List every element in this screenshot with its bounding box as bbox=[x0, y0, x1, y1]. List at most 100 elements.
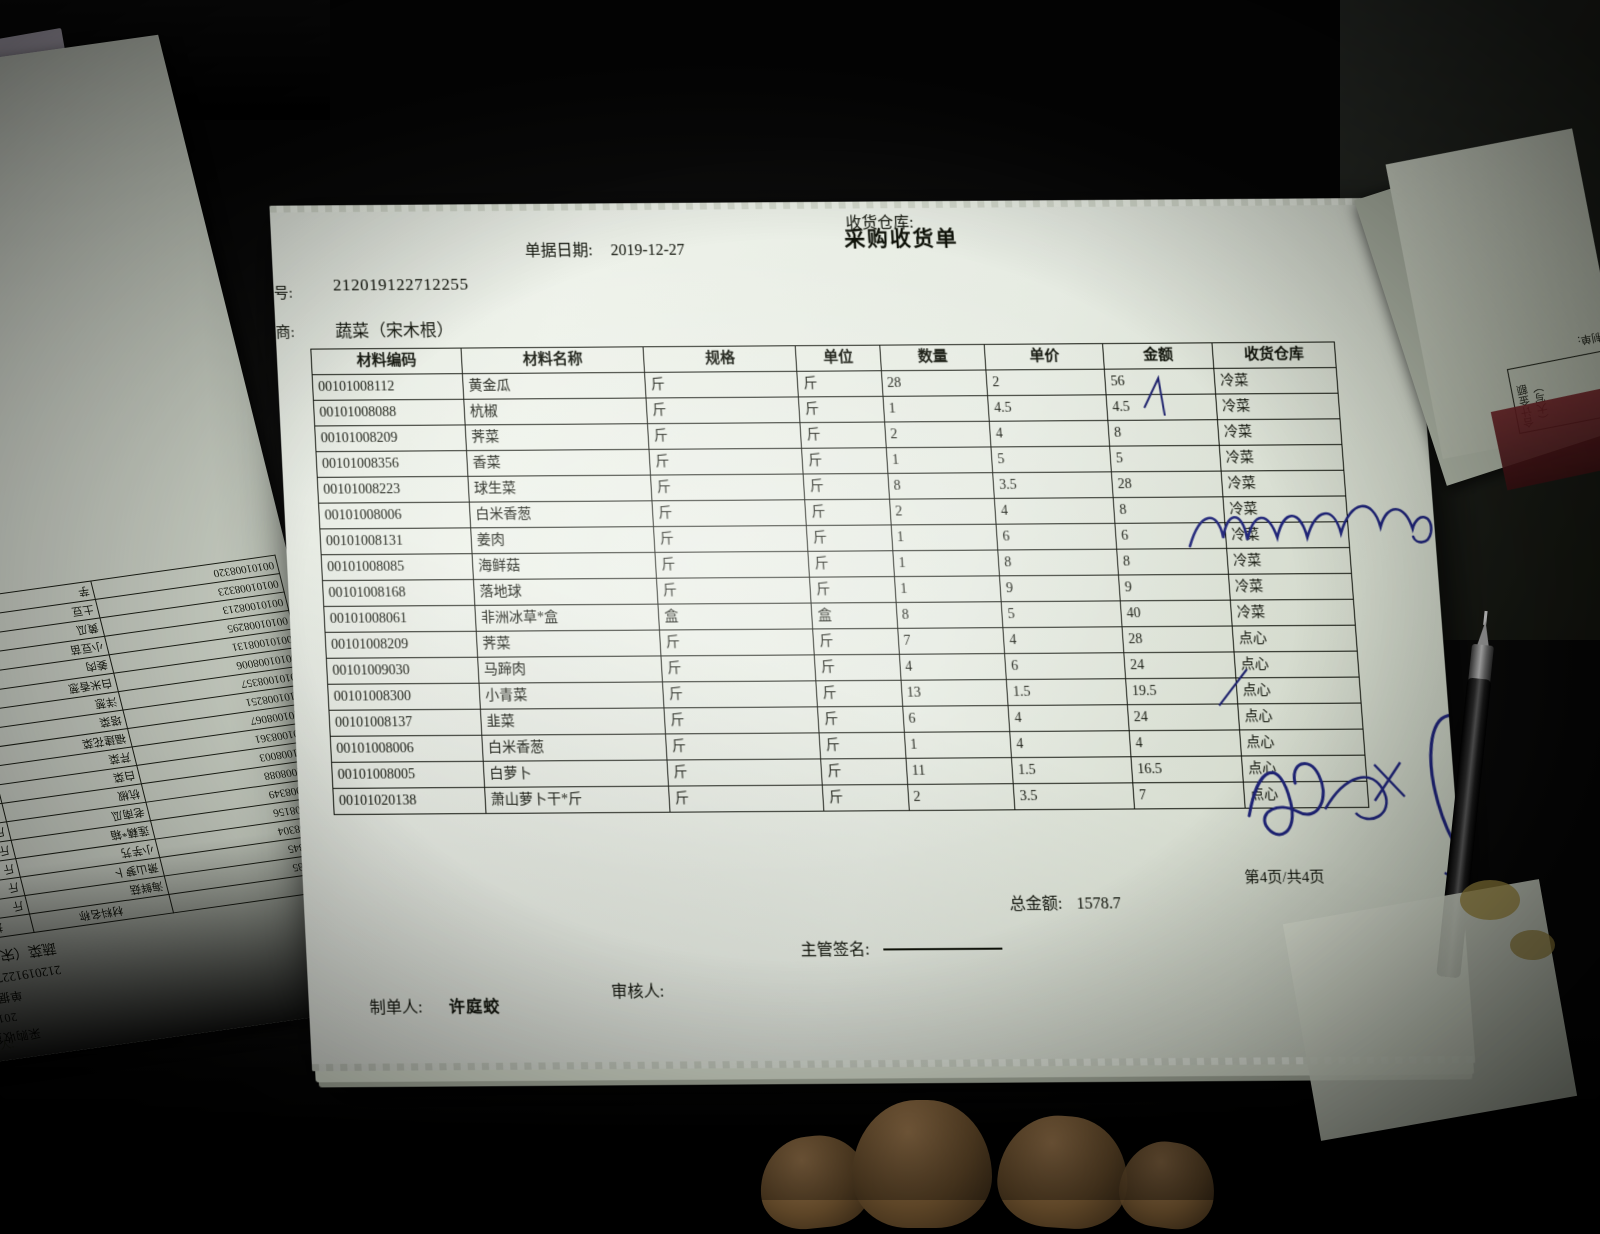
cell-code: 00101008006 bbox=[318, 502, 471, 529]
column-header-price: 单价 bbox=[984, 343, 1105, 370]
cell-amount: 6 bbox=[1114, 522, 1227, 550]
cell-warehouse: 冷菜 bbox=[1223, 495, 1348, 523]
finger-3 bbox=[994, 1111, 1132, 1233]
cell-qty: 2 bbox=[884, 421, 992, 448]
cell-name: 白萝卜 bbox=[483, 759, 669, 788]
column-header-warehouse: 收货仓库 bbox=[1212, 341, 1337, 369]
cell-name: 韭菜 bbox=[480, 707, 666, 736]
right-debris-1 bbox=[1460, 880, 1520, 920]
cell-unit: 斤 bbox=[816, 680, 903, 707]
cell-amount: 5 bbox=[1109, 445, 1222, 472]
cell-warehouse: 冷菜 bbox=[1215, 393, 1341, 420]
cell-code: 00101008300 bbox=[327, 683, 481, 711]
supplier-label: 商: bbox=[275, 325, 296, 341]
checker-field[interactable]: 审核人: bbox=[610, 977, 665, 1002]
column-header-spec: 规格 bbox=[643, 345, 798, 373]
cell-warehouse: 冷菜 bbox=[1217, 418, 1342, 446]
cell-price: 4 bbox=[989, 420, 1110, 447]
column-header-amount: 金额 bbox=[1102, 342, 1214, 370]
cell-name: 球生菜 bbox=[467, 475, 653, 503]
cell-amount: 7 bbox=[1132, 782, 1246, 809]
supervisor-signature-line bbox=[883, 947, 1003, 951]
checker-label: 审核人: bbox=[610, 983, 665, 1002]
right-white-paper bbox=[1282, 879, 1578, 1141]
cell-unit: 斤 bbox=[819, 732, 906, 759]
cell-qty: 8 bbox=[887, 472, 995, 500]
cell-warehouse: 点心 bbox=[1237, 703, 1364, 730]
cell-name: 白米香葱 bbox=[481, 733, 668, 762]
cell-price: 8 bbox=[998, 549, 1119, 576]
cell-spec: 斤 bbox=[652, 499, 807, 527]
document-date-block: 单据日期: 2019-12-27 bbox=[524, 236, 685, 261]
hand-fingers bbox=[755, 1050, 1230, 1234]
cell-amount: 8 bbox=[1113, 496, 1225, 524]
cell-unit: 斤 bbox=[821, 758, 908, 786]
cell-name: 荠菜 bbox=[465, 423, 650, 451]
cell-name: 姜肉 bbox=[470, 526, 656, 554]
cell-qty: 2 bbox=[907, 783, 1016, 811]
column-header-name: 材料名称 bbox=[461, 346, 645, 374]
cell-spec: 斤 bbox=[650, 473, 806, 501]
cell-code: 00101008006 bbox=[330, 735, 484, 763]
cell-warehouse: 冷菜 bbox=[1230, 599, 1356, 627]
cell-qty: 1 bbox=[882, 395, 990, 423]
maker-label: 制单人: bbox=[369, 999, 424, 1017]
cell-warehouse: 冷菜 bbox=[1213, 367, 1339, 395]
cell-unit: 斤 bbox=[800, 422, 886, 449]
cell-price: 3.5 bbox=[1013, 782, 1135, 810]
cell-name: 香菜 bbox=[466, 449, 651, 477]
cell-amount: 40 bbox=[1120, 600, 1233, 627]
cell-warehouse: 冷菜 bbox=[1228, 573, 1354, 601]
cell-spec: 斤 bbox=[653, 525, 809, 553]
cell-spec: 斤 bbox=[649, 448, 804, 476]
cell-unit: 斤 bbox=[805, 499, 891, 526]
cell-code: 00101008356 bbox=[315, 450, 468, 478]
cell-amount: 9 bbox=[1118, 574, 1231, 601]
cell-qty: 28 bbox=[880, 369, 988, 397]
cell-price: 4.5 bbox=[987, 394, 1108, 422]
cell-unit: 斤 bbox=[798, 396, 885, 423]
cell-name: 荠菜 bbox=[476, 630, 662, 658]
column-header-unit: 单位 bbox=[795, 345, 881, 372]
cell-code: 00101008085 bbox=[321, 553, 474, 581]
cell-name: 非洲冰草*盒 bbox=[474, 604, 660, 632]
cell-code: 00101008209 bbox=[314, 424, 467, 452]
cell-price: 4 bbox=[1003, 626, 1124, 654]
cell-code: 00101008131 bbox=[319, 527, 473, 555]
cell-unit: 斤 bbox=[809, 576, 896, 604]
cell-unit: 斤 bbox=[822, 784, 909, 812]
supervisor-signature-field[interactable]: 主管签名: bbox=[800, 934, 1004, 960]
cell-qty: 13 bbox=[900, 679, 1009, 707]
cell-price: 3.5 bbox=[993, 471, 1114, 499]
cell-qty: 1 bbox=[890, 524, 999, 551]
cell-code: 00101008168 bbox=[322, 579, 475, 607]
cell-spec: 斤 bbox=[659, 628, 815, 656]
cell-warehouse: 冷菜 bbox=[1221, 470, 1346, 497]
cell-spec: 盒 bbox=[658, 603, 814, 631]
cell-amount: 28 bbox=[1122, 626, 1235, 653]
cell-unit: 斤 bbox=[817, 706, 904, 733]
cell-unit: 盒 bbox=[811, 602, 898, 629]
cell-name: 萧山萝卜干*斤 bbox=[484, 786, 671, 814]
cell-spec: 斤 bbox=[646, 396, 801, 424]
cell-unit: 斤 bbox=[813, 628, 900, 655]
document-number-label: 号: bbox=[273, 285, 294, 302]
document-date-value: 2019-12-27 bbox=[610, 241, 686, 260]
cell-qty: 1 bbox=[885, 446, 994, 474]
cell-price: 2 bbox=[986, 369, 1107, 396]
document-number-value: 212019122712255 bbox=[332, 274, 470, 295]
supervisor-signature-label: 主管签名: bbox=[800, 941, 871, 960]
cell-spec: 斤 bbox=[655, 551, 810, 579]
cell-code: 00101008209 bbox=[325, 631, 478, 659]
cell-qty: 4 bbox=[899, 653, 1007, 681]
cell-code: 00101020138 bbox=[332, 787, 487, 815]
cell-amount: 16.5 bbox=[1131, 755, 1244, 783]
cell-code: 00101008005 bbox=[331, 761, 485, 789]
cell-warehouse: 点心 bbox=[1243, 781, 1369, 809]
cell-amount: 24 bbox=[1123, 651, 1237, 679]
cell-unit: 斤 bbox=[808, 550, 895, 578]
cell-spec: 斤 bbox=[661, 654, 817, 682]
warehouse-header-label: 收货仓库: bbox=[845, 214, 915, 233]
cell-unit: 斤 bbox=[806, 524, 893, 552]
cell-price: 1.5 bbox=[1011, 756, 1133, 784]
